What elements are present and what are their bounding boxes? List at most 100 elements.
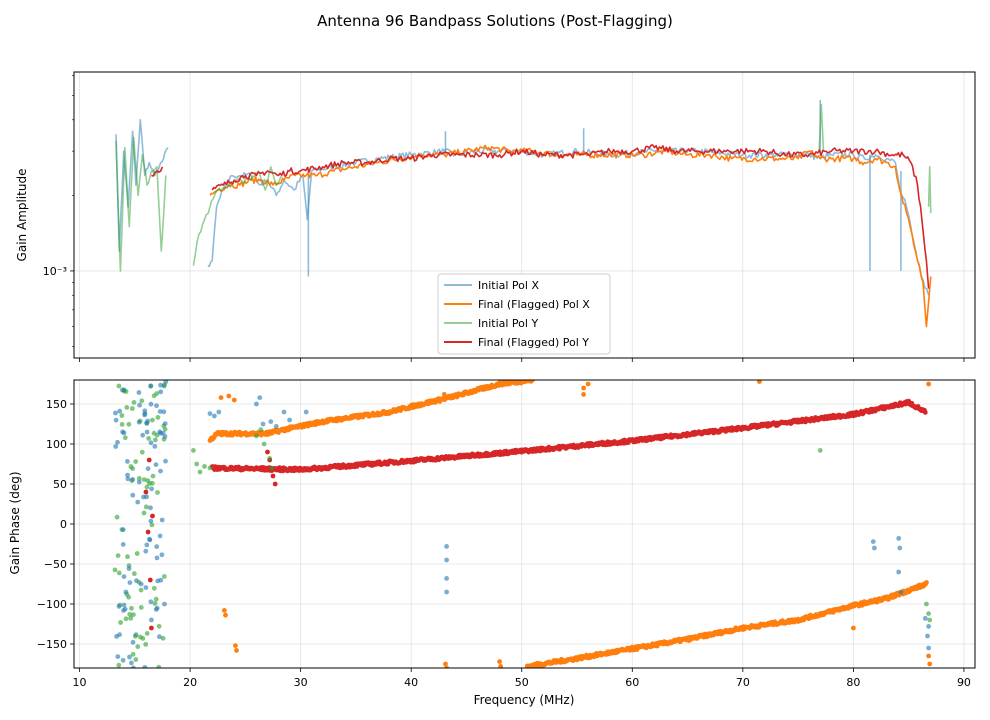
phase-point-initial-x bbox=[287, 417, 292, 423]
phase-point-initial-x bbox=[273, 424, 279, 429]
phase-point-final-y bbox=[143, 489, 149, 495]
phase-point-initial-x bbox=[125, 472, 130, 478]
phase-point-initial-x bbox=[158, 468, 163, 474]
phase-point-initial-y bbox=[128, 464, 134, 469]
phase-point-initial-x bbox=[148, 599, 154, 605]
phase-point-initial-x bbox=[159, 517, 165, 523]
phase-point-final-x bbox=[530, 380, 536, 383]
phase-point-initial-y bbox=[133, 657, 139, 662]
phase-point-initial-x bbox=[896, 569, 902, 575]
phase-point-initial-x bbox=[125, 459, 130, 464]
phase-point-initial-y bbox=[115, 553, 121, 558]
phase-point-initial-x bbox=[145, 418, 151, 424]
phase-point-final-y bbox=[146, 457, 152, 463]
phase-point-final-y bbox=[150, 513, 155, 519]
phase-point-initial-y bbox=[132, 633, 138, 639]
phase-point-initial-y bbox=[119, 422, 125, 427]
phase-point-final-x bbox=[234, 648, 239, 653]
phase-point-final-x bbox=[497, 659, 502, 664]
phase-point-initial-x bbox=[126, 566, 132, 571]
phase-point-initial-y bbox=[126, 421, 132, 427]
phase-point-initial-x bbox=[141, 494, 147, 500]
phase-plot-area bbox=[112, 380, 933, 668]
x-tick-label: 10 bbox=[73, 676, 87, 689]
phase-point-initial-x bbox=[444, 544, 449, 549]
phase-grid bbox=[74, 380, 975, 668]
phase-point-initial-x bbox=[154, 605, 160, 611]
phase-point-initial-x bbox=[157, 634, 162, 640]
phase-y-tick-label: 100 bbox=[46, 438, 67, 451]
phase-point-initial-x bbox=[130, 477, 136, 482]
phase-point-initial-y bbox=[128, 615, 134, 621]
phase-point-initial-x bbox=[143, 585, 149, 590]
phase-point-initial-x bbox=[898, 589, 904, 595]
phase-point-initial-y bbox=[207, 465, 213, 471]
phase-point-initial-x bbox=[138, 581, 144, 587]
phase-point-initial-x bbox=[113, 410, 118, 416]
phase-point-initial-x bbox=[162, 601, 167, 607]
x-tick-label: 20 bbox=[183, 676, 197, 689]
phase-point-initial-y bbox=[114, 514, 120, 520]
phase-y-tick-label: 150 bbox=[46, 398, 67, 411]
phase-point-initial-x bbox=[158, 577, 164, 583]
phase-point-initial-y bbox=[926, 611, 931, 616]
phase-point-initial-y bbox=[116, 383, 122, 389]
phase-point-initial-x bbox=[207, 411, 213, 416]
phase-point-initial-y bbox=[160, 635, 166, 641]
phase-point-initial-y bbox=[141, 510, 147, 516]
phase-point-initial-x bbox=[127, 654, 132, 660]
phase-point-initial-x bbox=[120, 429, 125, 435]
phase-point-initial-y bbox=[146, 436, 152, 441]
phase-point-initial-x bbox=[130, 639, 136, 645]
phase-point-initial-x bbox=[444, 589, 449, 595]
phase-point-initial-y bbox=[162, 382, 167, 388]
phase-point-final-x bbox=[498, 664, 504, 668]
phase-point-initial-x bbox=[140, 432, 146, 438]
phase-point-initial-x bbox=[114, 634, 119, 639]
phase-point-initial-x bbox=[254, 401, 259, 407]
phase-point-initial-x bbox=[872, 545, 877, 551]
phase-point-initial-y bbox=[131, 612, 136, 618]
phase-point-final-x bbox=[585, 381, 591, 387]
phase-point-initial-x bbox=[152, 444, 158, 449]
phase-point-initial-y bbox=[927, 617, 933, 623]
phase-point-initial-x bbox=[926, 645, 931, 651]
phase-point-final-x bbox=[443, 661, 448, 667]
phase-point-initial-x bbox=[142, 408, 148, 414]
phase-point-initial-y bbox=[156, 664, 162, 668]
phase-point-initial-x bbox=[129, 660, 134, 666]
x-tick-label: 60 bbox=[625, 676, 639, 689]
phase-point-initial-x bbox=[158, 389, 164, 395]
phase-point-initial-x bbox=[281, 409, 287, 415]
phase-point-initial-x bbox=[922, 616, 928, 621]
phase-point-initial-x bbox=[154, 544, 160, 549]
phase-point-final-x bbox=[924, 580, 929, 585]
amplitude-y-axis: 10⁻³ bbox=[43, 75, 74, 347]
phase-point-initial-x bbox=[216, 409, 222, 415]
phase-point-initial-y bbox=[153, 437, 158, 443]
phase-point-initial-x bbox=[131, 665, 136, 668]
x-tick-label: 30 bbox=[294, 676, 308, 689]
phase-point-final-y bbox=[265, 449, 270, 455]
phase-point-initial-x bbox=[925, 633, 930, 639]
phase-point-final-y bbox=[270, 473, 276, 479]
phase-point-initial-y bbox=[258, 427, 264, 432]
phase-point-final-y bbox=[147, 577, 153, 583]
phase-point-initial-x bbox=[212, 413, 217, 419]
phase-point-initial-x bbox=[120, 542, 126, 547]
phase-point-initial-x bbox=[130, 492, 136, 498]
phase-point-initial-x bbox=[148, 383, 154, 389]
phase-point-initial-y bbox=[269, 465, 275, 471]
phase-point-initial-y bbox=[116, 662, 122, 668]
phase-point-initial-y bbox=[122, 435, 128, 441]
phase-point-final-x bbox=[806, 613, 812, 619]
phase-point-initial-x bbox=[144, 542, 150, 548]
phase-point-initial-y bbox=[191, 448, 196, 453]
figure-suptitle: Antenna 96 Bandpass Solutions (Post-Flag… bbox=[317, 12, 673, 30]
amplitude-ylabel: Gain Amplitude bbox=[15, 169, 29, 262]
phase-point-final-y bbox=[149, 625, 154, 631]
phase-point-initial-x bbox=[148, 518, 154, 524]
phase-point-initial-y bbox=[144, 631, 150, 636]
phase-point-initial-y bbox=[149, 480, 155, 486]
